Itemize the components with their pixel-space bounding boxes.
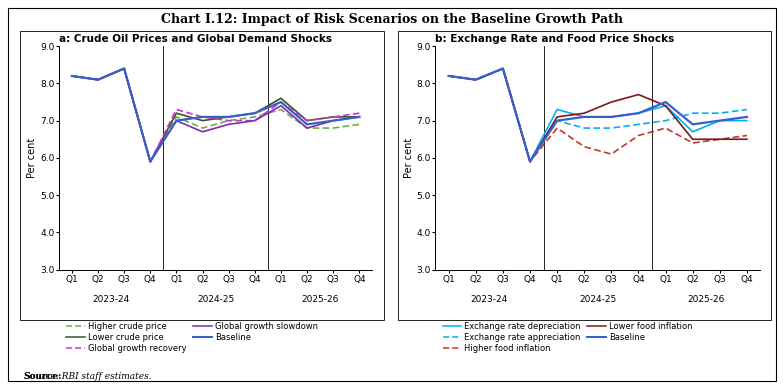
- Y-axis label: Per cent: Per cent: [404, 138, 414, 178]
- Text: 2025-26: 2025-26: [301, 295, 339, 303]
- Text: 2025-26: 2025-26: [688, 295, 725, 303]
- Text: Source:: Source:: [24, 372, 62, 381]
- Text: Source: RBI staff estimates.: Source: RBI staff estimates.: [24, 372, 151, 381]
- Text: b: Exchange Rate and Food Price Shocks: b: Exchange Rate and Food Price Shocks: [435, 34, 674, 44]
- Legend: Exchange rate depreciation, Exchange rate appreciation, Higher food inflation, L: Exchange rate depreciation, Exchange rat…: [439, 318, 696, 356]
- Y-axis label: Per cent: Per cent: [27, 138, 38, 178]
- Text: 2023-24: 2023-24: [470, 295, 508, 303]
- Text: a: Crude Oil Prices and Global Demand Shocks: a: Crude Oil Prices and Global Demand Sh…: [59, 34, 332, 44]
- Legend: Higher crude price, Lower crude price, Global growth recovery, Global growth slo: Higher crude price, Lower crude price, G…: [63, 318, 321, 356]
- Text: 2024-25: 2024-25: [197, 295, 234, 303]
- Text: 2024-25: 2024-25: [579, 295, 616, 303]
- Text: Chart I.12: Impact of Risk Scenarios on the Baseline Growth Path: Chart I.12: Impact of Risk Scenarios on …: [161, 13, 623, 27]
- Text: 2023-24: 2023-24: [93, 295, 129, 303]
